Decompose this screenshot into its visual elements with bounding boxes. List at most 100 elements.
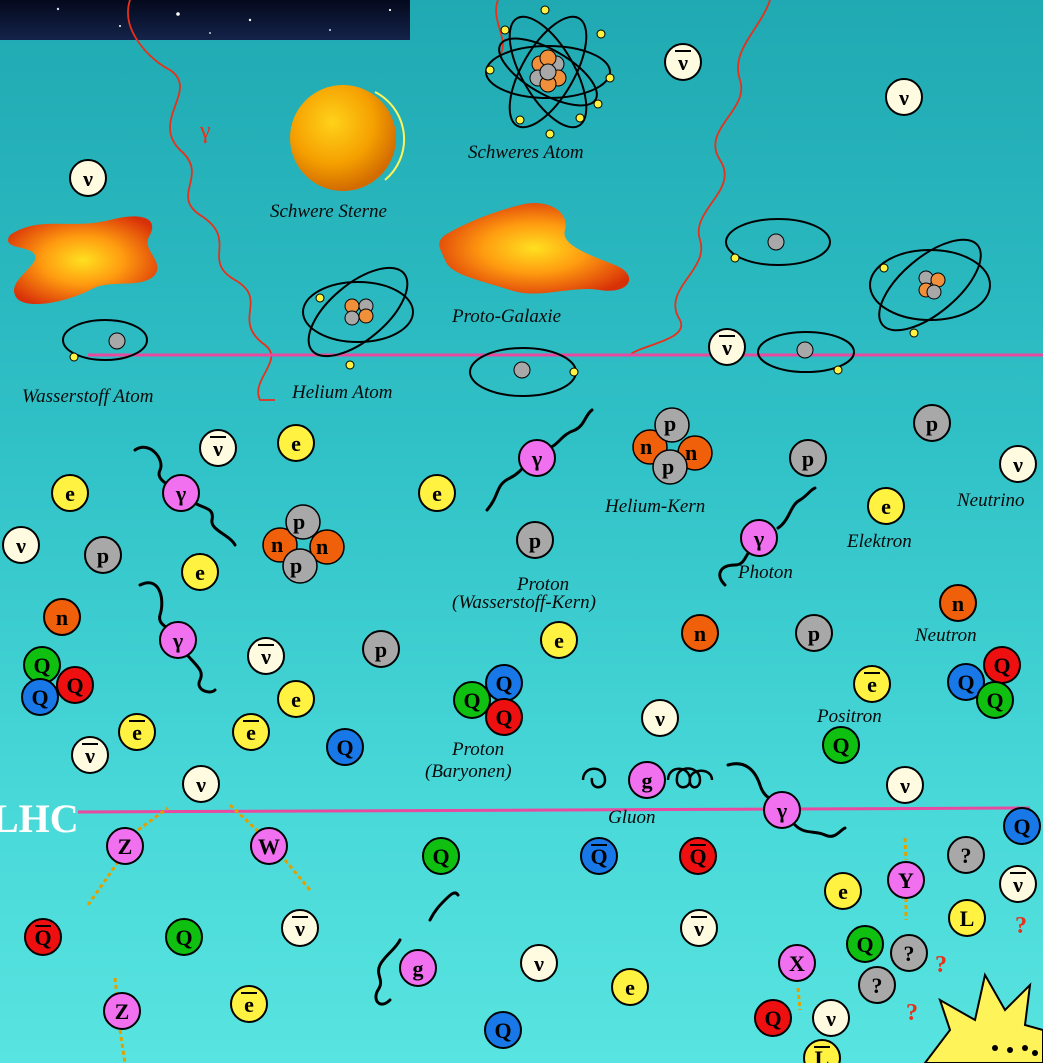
neutrino-symbol: ν	[825, 1006, 836, 1031]
neutrino-symbol: ν	[1012, 452, 1023, 477]
helium-nucleus2-n2: n	[316, 534, 328, 559]
w-boson-particle: W	[250, 827, 288, 865]
proto-galaxy-center	[439, 202, 630, 294]
label-photon: Photon	[737, 562, 793, 583]
neutron-symbol: n	[56, 605, 68, 630]
quark-particle: Q	[165, 918, 203, 956]
label-schwere-sterne: Schwere Sterne	[270, 201, 387, 222]
label-baryon-2: (Baryonen)	[425, 761, 512, 782]
label-baryon-1: Proton	[451, 739, 504, 760]
electron-symbol: e	[881, 494, 891, 519]
z-boson-circle	[103, 992, 141, 1030]
neutrino-symbol: ν	[898, 85, 909, 110]
quark-symbol: Q	[463, 688, 480, 713]
proton-particle: p	[913, 404, 951, 442]
proton-symbol: p	[97, 543, 109, 568]
photon-particle: γ	[518, 439, 556, 477]
quark-particle: Q	[1003, 807, 1041, 845]
quark-circle	[1003, 807, 1041, 845]
proton-symbol: p	[529, 528, 541, 553]
photon-circle	[159, 621, 197, 659]
proton-circle	[913, 404, 951, 442]
lepton-symbol: L	[815, 1046, 830, 1063]
photon-symbol: γ	[776, 798, 787, 823]
positron-particle: e	[853, 665, 891, 703]
antineutrino-symbol: ν	[1012, 872, 1023, 897]
neutrino-symbol: ν	[15, 533, 26, 558]
antiquark-circle	[24, 918, 62, 956]
neutrino-circle	[69, 159, 107, 197]
neutrino-particle: ν	[812, 999, 850, 1037]
quark-circle	[822, 726, 860, 764]
photon-circle	[518, 439, 556, 477]
quark-particle: Q	[754, 999, 792, 1037]
electron-symbol: e	[838, 879, 848, 904]
gamma-rays	[127, 0, 771, 401]
unknown-symbol: ?	[872, 973, 883, 998]
label-positron: Positron	[816, 706, 882, 727]
quark-particle: Q	[422, 837, 460, 875]
antiquark-particle: Q	[24, 918, 62, 956]
quark-symbol: Q	[31, 685, 48, 710]
label-helium-kern: Helium-Kern	[604, 496, 705, 517]
quark-symbol: Q	[495, 705, 512, 730]
label-gluon: Gluon	[608, 807, 656, 828]
label-schweres-atom: Schweres Atom	[468, 142, 584, 163]
label-proton-2: (Wasserstoff-Kern)	[452, 592, 596, 613]
lepton-particle: L	[803, 1039, 841, 1063]
w-boson-circle	[250, 827, 288, 865]
gluon-symbol: g	[642, 768, 653, 793]
helium-nucleus-1	[632, 407, 713, 485]
unknown-circle	[947, 836, 985, 874]
gamma-label: γ	[199, 118, 211, 144]
big-bang-starburst	[923, 972, 1043, 1063]
antineutrino-particle: ν	[708, 328, 746, 366]
positron-symbol: e	[867, 672, 877, 697]
electron-circle	[418, 474, 456, 512]
helium-nucleus-n1: n	[640, 434, 652, 459]
antineutrino-symbol: ν	[212, 436, 223, 461]
label-neutron: Neutron	[914, 625, 977, 646]
helium-nucleus-2	[262, 504, 345, 584]
photon-circle	[763, 791, 801, 829]
electron-particle: e	[277, 424, 315, 462]
z-boson-symbol: Z	[115, 999, 130, 1024]
quark-particle: Q	[21, 678, 59, 716]
antiquark-circle	[679, 837, 717, 875]
quark-particle: Q	[485, 664, 523, 702]
quark-particle: Q	[326, 728, 364, 766]
electron-symbol: e	[432, 481, 442, 506]
quark-circle	[422, 837, 460, 875]
proton-particle: p	[789, 439, 827, 477]
unknown-particle: ?	[858, 966, 896, 1004]
electron-particle: e	[867, 487, 905, 525]
antineutrino-symbol: ν	[84, 743, 95, 768]
unknown-circle	[890, 934, 928, 972]
quark-symbol: Q	[832, 733, 849, 758]
quark-particle: Q	[846, 925, 884, 963]
antineutrino-particle: ν	[664, 43, 702, 81]
helium-nucleus2-p1: p	[293, 509, 305, 534]
red-question-2: ?	[935, 952, 947, 978]
hydrogen-atom-3	[725, 218, 831, 266]
electron-circle	[540, 621, 578, 659]
electron-symbol: e	[554, 628, 564, 653]
x-boson-particle: X	[778, 944, 816, 982]
gluon-particle: g	[628, 761, 666, 799]
neutrino-symbol: ν	[533, 951, 544, 976]
quark-symbol: Q	[336, 735, 353, 760]
antineutrino-circle	[680, 909, 718, 947]
quark-symbol: Q	[993, 653, 1010, 678]
quark-circle	[165, 918, 203, 956]
neutron-particle: n	[681, 614, 719, 652]
quark-circle	[326, 728, 364, 766]
antiquark-symbol: Q	[34, 925, 51, 950]
neutrino-circle	[885, 78, 923, 116]
antineutrino-symbol: ν	[693, 916, 704, 941]
quark-particle: Q	[983, 646, 1021, 684]
z-boson-circle	[106, 827, 144, 865]
antineutrino-circle	[664, 43, 702, 81]
proton-particle: p	[795, 614, 833, 652]
neutrino-symbol: ν	[82, 166, 93, 191]
